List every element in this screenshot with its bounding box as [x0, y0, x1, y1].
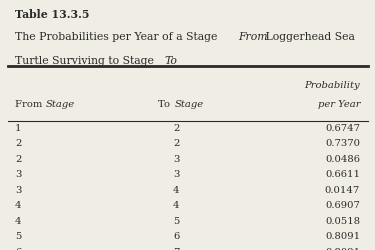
Text: Probability: Probability: [304, 81, 360, 90]
Text: 4: 4: [173, 186, 180, 195]
Text: 6: 6: [173, 232, 179, 241]
Text: 0.6747: 0.6747: [325, 124, 360, 133]
Text: Table 13.3.5: Table 13.3.5: [15, 9, 90, 20]
Text: The Probabilities per Year of a Stage: The Probabilities per Year of a Stage: [15, 32, 221, 42]
Text: 0.0147: 0.0147: [325, 186, 360, 195]
Text: 3: 3: [173, 170, 179, 179]
Text: Stage: Stage: [174, 100, 204, 109]
Text: per Year: per Year: [318, 100, 360, 109]
Text: To: To: [158, 100, 172, 109]
Text: 4: 4: [173, 201, 180, 210]
Text: From: From: [15, 100, 45, 109]
Text: 2: 2: [15, 155, 21, 164]
Text: 4: 4: [15, 217, 21, 226]
Text: 0.6907: 0.6907: [325, 201, 360, 210]
Text: 7: 7: [173, 248, 179, 250]
Text: 0.7370: 0.7370: [325, 139, 360, 148]
Text: Turtle Surviving to Stage: Turtle Surviving to Stage: [15, 56, 158, 66]
Text: Loggerhead Sea: Loggerhead Sea: [262, 32, 356, 42]
Text: From: From: [238, 32, 268, 42]
Text: 6: 6: [15, 248, 21, 250]
Text: 0.0518: 0.0518: [325, 217, 360, 226]
Text: Stage: Stage: [46, 100, 75, 109]
Text: 2: 2: [173, 139, 179, 148]
Text: 3: 3: [173, 155, 179, 164]
Text: 0.8091: 0.8091: [325, 248, 360, 250]
Text: 5: 5: [15, 232, 21, 241]
Text: 0.0486: 0.0486: [325, 155, 360, 164]
Text: To: To: [164, 56, 177, 66]
Text: 2: 2: [15, 139, 21, 148]
Text: 4: 4: [15, 201, 21, 210]
Text: 0.6611: 0.6611: [325, 170, 360, 179]
Text: 0.8091: 0.8091: [325, 232, 360, 241]
Text: 3: 3: [15, 186, 21, 195]
Text: 1: 1: [15, 124, 21, 133]
Text: 2: 2: [173, 124, 179, 133]
Text: 3: 3: [15, 170, 21, 179]
Text: 5: 5: [173, 217, 179, 226]
